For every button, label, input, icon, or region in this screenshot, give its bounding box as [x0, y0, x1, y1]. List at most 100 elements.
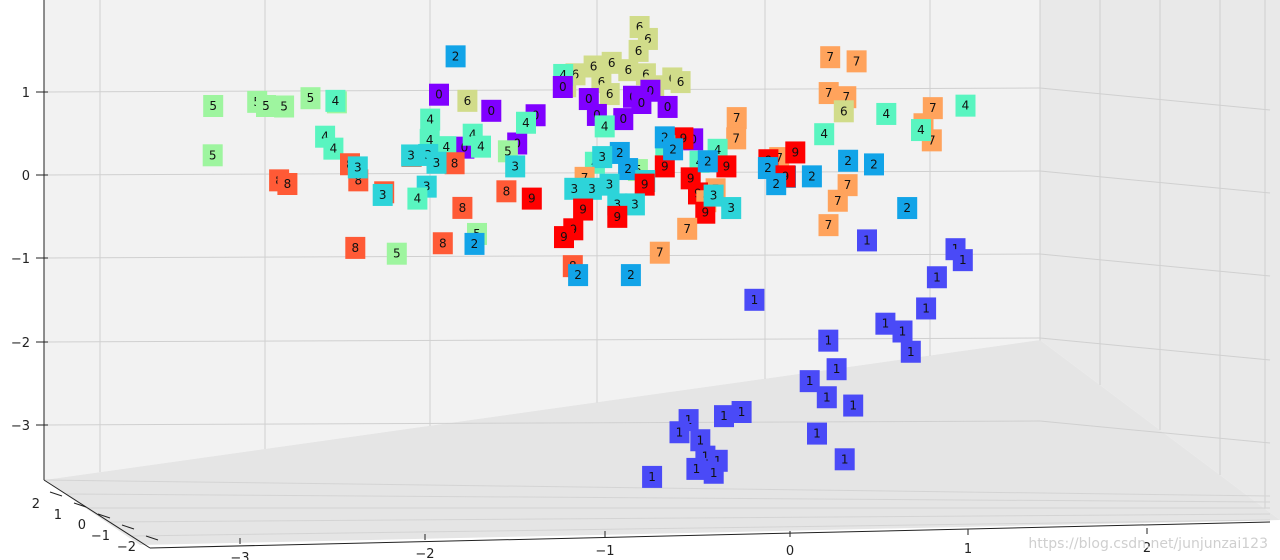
point-digit-1: 1: [816, 386, 837, 409]
point-digit-7: 7: [827, 189, 848, 212]
point-marker: [657, 95, 678, 118]
point-marker: [818, 82, 839, 105]
point-marker: [716, 155, 737, 178]
point-label: 3: [433, 156, 441, 170]
point-digit-4: 4: [814, 123, 835, 146]
y-axis-line: [43, 479, 151, 549]
point-label: 0: [487, 104, 495, 118]
point-marker: [552, 76, 573, 98]
point-label: 1: [922, 301, 930, 315]
point-marker: [703, 461, 724, 484]
point-digit-5: 5: [274, 95, 295, 118]
point-marker: [785, 141, 806, 164]
point-label: 4: [559, 68, 567, 82]
point-label: 9: [791, 145, 799, 159]
point-marker: [731, 401, 752, 423]
point-digit-4: 4: [955, 94, 976, 117]
point-label: 0: [664, 100, 672, 114]
point-label: 6: [598, 75, 606, 89]
point-label: 1: [833, 362, 841, 376]
point-digit-1: 1: [799, 370, 820, 393]
point-label: 1: [959, 253, 967, 267]
point-label: 3: [379, 188, 387, 202]
point-label: 0: [619, 112, 627, 126]
point-label: 5: [504, 144, 512, 158]
point-marker: [827, 189, 848, 212]
point-digit-3: 3: [401, 144, 422, 167]
point-marker: [864, 153, 884, 176]
point-marker: [703, 184, 724, 207]
floor-gridline: [131, 519, 1271, 537]
point-digit-6: 6: [618, 59, 639, 82]
point-label: 2: [574, 268, 582, 282]
point-label: 1: [751, 293, 759, 307]
point-marker: [256, 95, 276, 117]
point-label: 0: [461, 141, 469, 155]
point-label: 6: [636, 20, 644, 34]
point-marker: [452, 196, 473, 219]
point-label: 3: [354, 160, 362, 174]
point-label: 2: [452, 49, 460, 63]
point-marker: [834, 448, 855, 471]
point-digit-9: 9: [716, 155, 737, 178]
point-digit-2: 2: [464, 232, 485, 255]
point-label: 1: [693, 462, 701, 476]
point-marker: [695, 201, 716, 224]
point-marker: [401, 144, 422, 167]
point-marker: [897, 197, 918, 220]
point-label: 3: [570, 182, 578, 196]
z-gridline: [43, 337, 1041, 343]
point-digit-7: 7: [677, 217, 698, 240]
point-label: 6: [677, 75, 685, 89]
point-label: 7: [775, 151, 783, 165]
point-label: 8: [459, 201, 467, 215]
y-tick-label: −1: [91, 529, 110, 544]
point-label: 8: [503, 184, 511, 198]
point-digit-2: 2: [766, 173, 787, 196]
point-label: 1: [676, 425, 684, 439]
point-marker: [649, 241, 670, 264]
point-digit-7: 7: [726, 107, 747, 130]
point-label: 4: [414, 192, 422, 206]
point-marker: [202, 144, 223, 167]
point-label: 2: [471, 237, 479, 251]
point-label: 7: [683, 222, 691, 236]
point-marker: [426, 151, 447, 174]
y-tick-mark: [145, 535, 159, 541]
point-label: 0: [435, 88, 443, 102]
point-label: 3: [631, 197, 639, 211]
y-tick-label: 1: [54, 508, 62, 523]
point-label: 5: [209, 99, 217, 113]
point-digit-6: 6: [457, 89, 478, 112]
point-digit-2: 2: [568, 264, 589, 287]
point-digit-0: 0: [429, 83, 449, 106]
point-digit-1: 1: [900, 340, 921, 363]
data-points: 6666666666666775556555577464704700000446…: [202, 16, 976, 488]
point-marker: [838, 149, 859, 172]
point-label: 7: [825, 86, 833, 100]
point-digit-3: 3: [564, 177, 585, 200]
point-marker: [496, 180, 517, 203]
point-digit-3: 3: [599, 173, 620, 196]
point-marker: [464, 232, 485, 255]
point-label: 1: [806, 374, 814, 388]
point-label: 1: [907, 345, 915, 359]
point-marker: [618, 158, 639, 181]
point-label: 2: [661, 130, 669, 144]
point-digit-1: 1: [807, 422, 827, 445]
z-gridline: [43, 253, 1041, 259]
point-label: 5: [393, 247, 401, 261]
point-digit-3: 3: [372, 183, 393, 206]
point-digit-7: 7: [846, 50, 867, 73]
point-label: 7: [656, 246, 664, 260]
point-marker: [799, 370, 820, 393]
point-digit-2: 2: [618, 158, 639, 181]
point-digit-4: 4: [876, 102, 897, 125]
point-digit-8: 8: [432, 232, 453, 255]
point-label: 7: [826, 50, 834, 64]
point-digit-2: 2: [445, 45, 466, 68]
point-label: 1: [710, 466, 718, 480]
point-digit-0: 0: [631, 92, 652, 114]
point-marker: [952, 249, 973, 272]
point-digit-1: 1: [857, 229, 877, 252]
